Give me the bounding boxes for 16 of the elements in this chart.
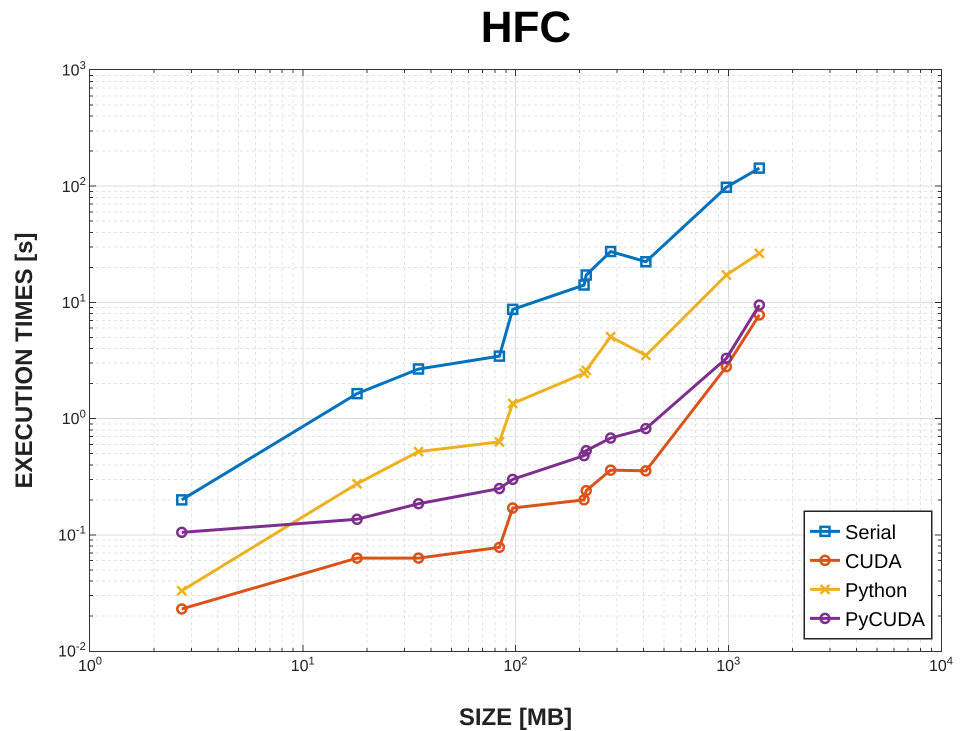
y-tick-label: 10$^{3}$ <box>62 60 86 80</box>
x-tick-label: 10$^{3}$ <box>716 655 740 676</box>
legend-label: Serial <box>844 522 896 544</box>
legend-label: CUDA <box>844 551 902 574</box>
legend-label: PyCUDA <box>844 609 926 632</box>
y-tick-label: 10$^{1}$ <box>62 292 86 312</box>
x-tick-label: 10$^{4}$ <box>928 655 954 676</box>
y-axis-title: EXECUTION TIMES [s] <box>11 232 38 489</box>
chart-title: HFC <box>480 2 572 52</box>
y-tick-label: 10$^{0}$ <box>62 408 86 428</box>
x-axis-title: SIZE [MB] <box>458 704 572 731</box>
legend-label: Python <box>844 580 908 602</box>
x-tick-label: 10$^{1}$ <box>290 655 315 676</box>
y-tick-label: 10$^{2}$ <box>62 176 86 196</box>
y-tick-label: 10$^{-1}$ <box>58 524 86 544</box>
x-tick-label: 10$^{2}$ <box>503 655 528 676</box>
